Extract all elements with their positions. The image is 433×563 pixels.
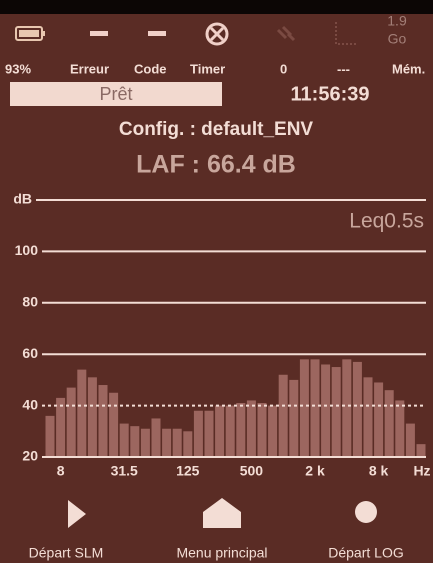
bar: [130, 426, 139, 457]
bar: [406, 424, 415, 457]
page: {"status": {"battery": "93%", "error": "…: [0, 0, 433, 563]
bar: [236, 403, 245, 457]
x-axis-unit: Hz: [413, 463, 430, 479]
bar: [258, 403, 267, 457]
bar: [173, 429, 182, 457]
error-icon: [90, 31, 108, 36]
home-icon[interactable]: [203, 498, 241, 528]
bar: [289, 380, 298, 457]
bar: [247, 400, 256, 457]
timer-cross: [211, 28, 223, 40]
y-tick-label: 20: [22, 448, 38, 464]
button-label[interactable]: Départ SLM: [29, 545, 104, 561]
battery-label: 93%: [5, 61, 31, 76]
bar: [99, 385, 108, 457]
bar: [268, 406, 277, 457]
play-icon[interactable]: [68, 500, 86, 528]
bar: [77, 370, 86, 457]
battery-level: [19, 30, 39, 37]
error-label: Erreur: [70, 61, 109, 76]
button-label[interactable]: Menu principal: [176, 545, 267, 561]
x-tick-label: 500: [240, 463, 264, 479]
bar: [141, 429, 150, 457]
y-tick-label: 100: [15, 242, 39, 258]
y-tick-label: 80: [22, 294, 38, 310]
x-tick-label: 31.5: [111, 463, 138, 479]
bar: [321, 364, 330, 457]
config: Config. : default_ENV: [119, 119, 314, 140]
bar: [120, 424, 129, 457]
storage-unit: Go: [388, 31, 407, 47]
memory-label: Mém.: [392, 61, 425, 76]
bar: [46, 416, 55, 457]
state: Prêt: [99, 84, 132, 104]
bar: [311, 359, 320, 457]
button-log[interactable]: Départ LOG: [328, 501, 403, 561]
screen: 1.9 Go 93% Erreur Code Timer 0 --- Mém. …: [0, 0, 433, 563]
y-tick-label: 60: [22, 345, 38, 361]
record-icon[interactable]: [355, 501, 377, 523]
bar: [56, 398, 65, 457]
timer-label: Timer: [190, 61, 225, 76]
button-menu[interactable]: Menu principal: [176, 498, 267, 561]
storage-value: 1.9: [387, 13, 407, 29]
x-tick-label: 125: [176, 463, 200, 479]
battery-tip: [42, 31, 45, 36]
button-slm[interactable]: Départ SLM: [29, 500, 104, 561]
button-label[interactable]: Départ LOG: [328, 545, 403, 561]
bar: [395, 400, 404, 457]
y-tick-label: 40: [22, 396, 38, 412]
bar: [300, 359, 309, 457]
bar: [374, 382, 383, 457]
counter-label: 0: [280, 61, 287, 76]
x-tick-label: 8: [57, 463, 65, 479]
bar: [109, 393, 118, 457]
bar: [162, 429, 171, 457]
x-tick-label: 8 k: [369, 463, 389, 479]
bar: [364, 377, 373, 457]
measure: LAF : 66.4 dB: [136, 151, 296, 179]
code-label: Code: [134, 61, 167, 76]
code-icon: [148, 31, 166, 36]
status-icons: [16, 22, 356, 44]
annotation: Leq0.5s: [349, 210, 424, 233]
bar: [417, 444, 426, 457]
top-bar: [0, 0, 433, 14]
bar: [67, 388, 76, 457]
dashes-label: ---: [337, 61, 350, 76]
bar: [226, 406, 235, 457]
bar: [152, 418, 161, 457]
x-tick-label: 2 k: [305, 463, 325, 479]
spectrum-chart: 8 31.5 125 500 2 k 8 k 20 40 60 80 100 dB Leq0.5s Hz: [13, 191, 430, 479]
bar: [353, 362, 362, 457]
bar: [279, 375, 288, 457]
bar: [88, 377, 97, 457]
bar: [183, 431, 192, 457]
signal-icon: [336, 22, 356, 44]
bar: [194, 411, 203, 457]
gps-icon: [278, 27, 294, 40]
bar: [342, 359, 351, 457]
y-tick-label: dB: [13, 191, 32, 207]
bar: [332, 367, 341, 457]
time: 11:56:39: [291, 83, 370, 105]
bar: [385, 390, 394, 457]
bar: [205, 411, 214, 457]
bar: [215, 406, 224, 457]
